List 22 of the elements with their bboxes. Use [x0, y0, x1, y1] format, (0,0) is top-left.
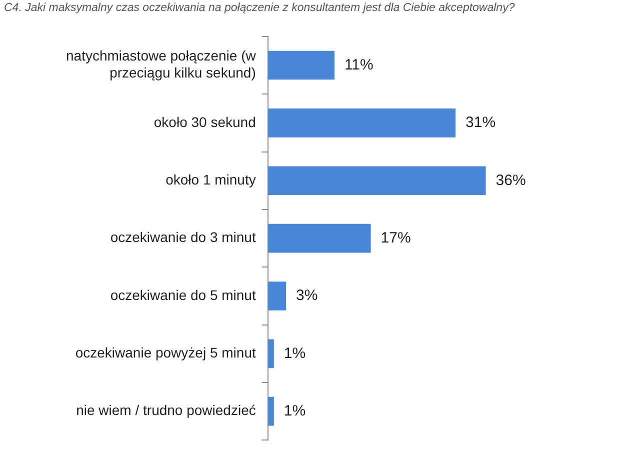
y-tick-label: oczekiwanie powyżej 5 minut: [75, 344, 256, 361]
y-tick-label: oczekiwanie do 5 minut: [110, 286, 256, 303]
chart-title: C4. Jaki maksymalny czas oczekiwania na połączenie z konsultantem jest dla Ciebie akceptowalny?: [4, 2, 515, 14]
data-label: 17%: [380, 229, 411, 246]
y-tick-label: około 30 sekund: [154, 114, 256, 130]
data-label: 11%: [344, 56, 374, 74]
bar: [268, 282, 286, 310]
y-tick-label: nie wiem / trudno powiedzieć: [76, 402, 256, 418]
data-label: 31%: [466, 114, 496, 132]
bar: [268, 396, 274, 426]
y-tick-label: natychmiastowe połączenie (w przeciągu kilku sekund): [66, 48, 257, 80]
data-label: 1%: [284, 344, 306, 362]
y-tick-label: około 1 minuty: [166, 171, 256, 188]
bar: [268, 339, 274, 368]
data-label: 3%: [296, 287, 318, 304]
data-label: 36%: [496, 172, 526, 189]
bar: [268, 108, 456, 138]
y-tick-label: oczekiwanie do 3 minut: [110, 229, 256, 246]
bar: [268, 50, 334, 80]
data-label: 1%: [284, 402, 306, 420]
bar: [268, 166, 486, 196]
bar: [268, 224, 371, 253]
